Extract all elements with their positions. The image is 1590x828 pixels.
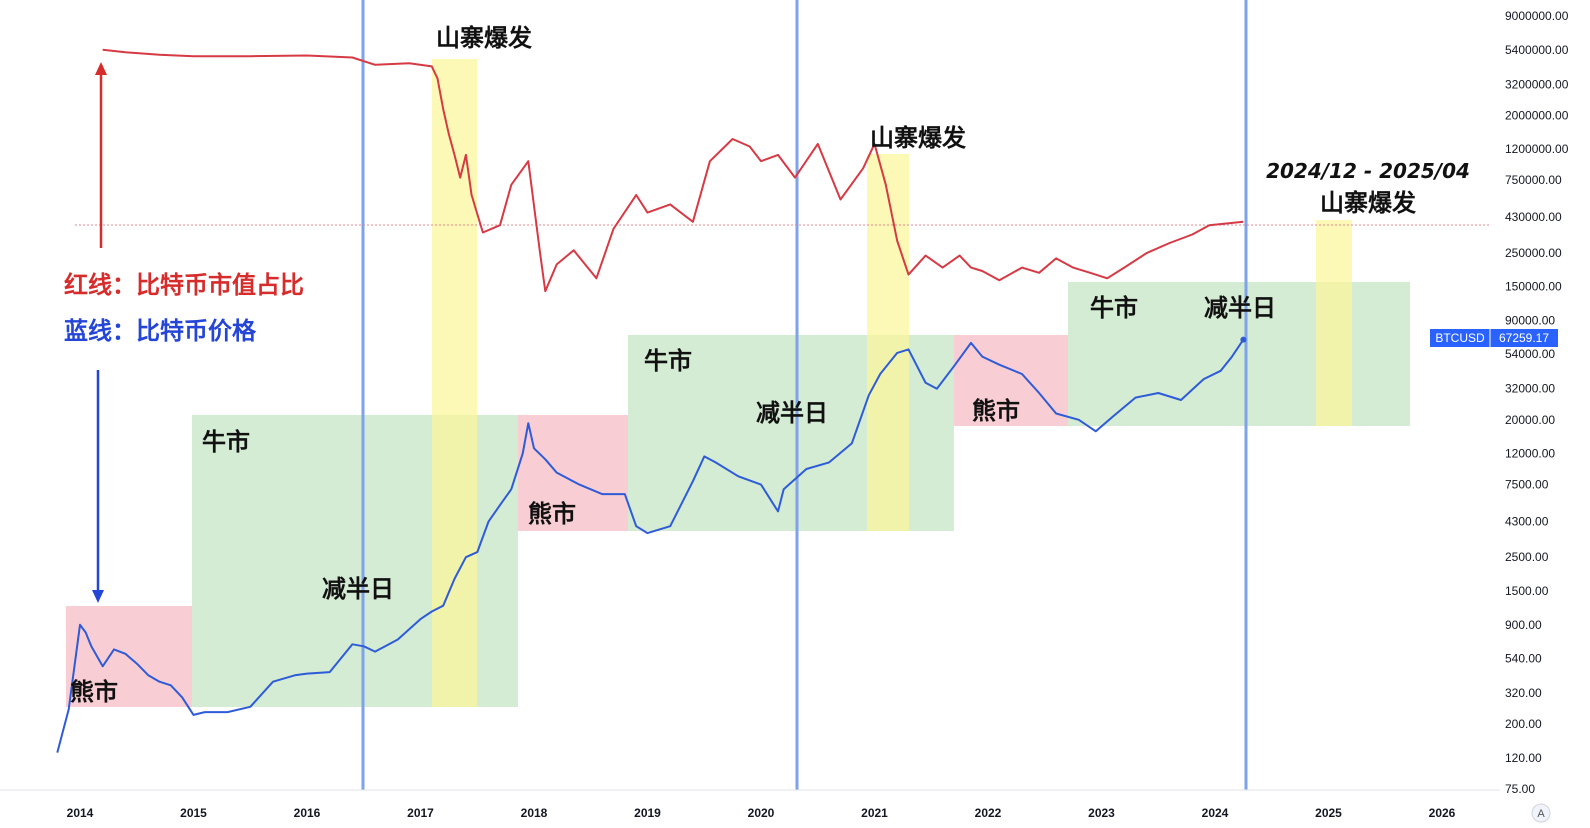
- x-tick-label: 2022: [975, 806, 1002, 820]
- x-tick-label: 2015: [180, 806, 207, 820]
- halving-label-2016: 减半日: [322, 575, 394, 603]
- x-tick-label: 2018: [521, 806, 548, 820]
- bear-label-2022: 熊市: [972, 397, 1020, 425]
- halving-lines: [361, 0, 1248, 790]
- bear-label-2014: 熊市: [70, 678, 118, 706]
- y-tick-label: 1200000.00: [1505, 142, 1569, 156]
- blue-arrowhead: [92, 590, 104, 603]
- y-tick-label: 32000.00: [1505, 382, 1555, 396]
- y-tick-label: 7500.00: [1505, 478, 1549, 492]
- altseason-zone-2021: [867, 154, 909, 531]
- x-tick-label: 2017: [407, 806, 434, 820]
- y-tick-label: 1500.00: [1505, 584, 1549, 598]
- y-tick-label: 900.00: [1505, 618, 1542, 632]
- altseason-zone-2017: [432, 59, 477, 707]
- y-tick-label: 20000.00: [1505, 413, 1555, 427]
- bull-zone-2023-2025: [1068, 282, 1410, 426]
- bear-zone-2018: [518, 415, 628, 531]
- altseason-label-2017: 山寨爆发: [436, 24, 532, 52]
- x-tick-label: 2020: [748, 806, 775, 820]
- y-tick-label: 320.00: [1505, 686, 1542, 700]
- y-tick-label: 540.00: [1505, 652, 1542, 666]
- btc-price-tag-value: 67259.17: [1499, 331, 1549, 345]
- x-tick-label: 2019: [634, 806, 661, 820]
- series-layer: [56, 48, 1247, 753]
- altseason-label-2025: 山寨爆发: [1320, 189, 1416, 217]
- y-tick-label: 200.00: [1505, 717, 1542, 731]
- corner-auto-button-label: A: [1537, 808, 1545, 820]
- x-tick-label: 2016: [294, 806, 321, 820]
- altseason-label-2021: 山寨爆发: [870, 124, 966, 152]
- y-tick-label: 75.00: [1505, 782, 1535, 796]
- btc-price-last-point: [1240, 336, 1247, 343]
- x-tick-label: 2024: [1202, 806, 1229, 820]
- y-tick-label: 3200000.00: [1505, 77, 1569, 91]
- red-arrowhead: [95, 62, 107, 75]
- y-tick-label: 2500.00: [1505, 550, 1549, 564]
- bull-label-2015: 牛市: [202, 428, 250, 456]
- market-phase-zones: [66, 59, 1410, 707]
- halving-label-2020: 减半日: [756, 399, 828, 427]
- y-tick-label: 150000.00: [1505, 280, 1562, 294]
- legend-arrows: [92, 62, 107, 603]
- bear-label-2018: 熊市: [528, 500, 576, 528]
- bull-label-2023: 牛市: [1090, 294, 1138, 322]
- y-tick-label: 120.00: [1505, 751, 1542, 765]
- y-tick-label: 90000.00: [1505, 313, 1555, 327]
- x-tick-label: 2021: [861, 806, 888, 820]
- x-axis: 2014 2015 2016 2017 2018 2019 2020 2021 2022 2023…: [67, 806, 1456, 820]
- x-tick-label: 2023: [1088, 806, 1115, 820]
- halving-label-2024: 减半日: [1204, 294, 1276, 322]
- btc-price-tag: BTCUSD 67259.17: [1430, 329, 1558, 347]
- annotation-labels: 红线：比特币市值占比 蓝线：比特币价格 山寨爆发 山寨爆发 2024/12 - …: [64, 24, 1470, 706]
- y-tick-label: 54000.00: [1505, 347, 1555, 361]
- y-tick-label: 9000000.00: [1505, 9, 1569, 23]
- altseason-zone-2025: [1316, 220, 1352, 426]
- btc-price-tag-symbol: BTCUSD: [1435, 331, 1485, 345]
- y-tick-label: 12000.00: [1505, 447, 1555, 461]
- y-tick-label: 430000.00: [1505, 210, 1562, 224]
- btc-price-line: [56, 339, 1245, 753]
- x-tick-label: 2025: [1315, 806, 1342, 820]
- y-axis: 9000000.00 5400000.00 3200000.00 2000000.00…: [1505, 9, 1569, 796]
- bull-label-2019: 牛市: [644, 347, 692, 375]
- btc-dominance-line: [102, 48, 1244, 293]
- blue-line-legend: 蓝线：比特币价格: [64, 317, 257, 345]
- corner-auto-button[interactable]: A: [1531, 803, 1551, 823]
- red-line-legend: 红线：比特币市值占比: [64, 271, 304, 299]
- altseason-range-2025: 2024/12 - 2025/04: [1266, 159, 1470, 183]
- bear-zone-2022: [954, 335, 1068, 426]
- y-tick-label: 5400000.00: [1505, 43, 1569, 57]
- y-tick-label: 250000.00: [1505, 246, 1562, 260]
- x-tick-label: 2014: [67, 806, 94, 820]
- y-tick-label: 750000.00: [1505, 173, 1562, 187]
- x-tick-label: 2026: [1429, 806, 1456, 820]
- y-tick-label: 4300.00: [1505, 514, 1549, 528]
- y-tick-label: 2000000.00: [1505, 108, 1569, 122]
